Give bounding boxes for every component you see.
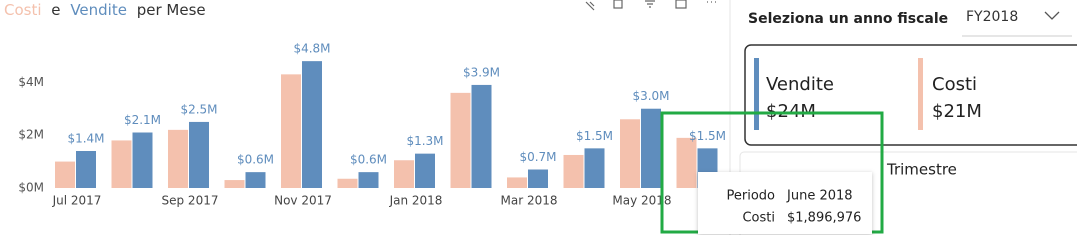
bar — [415, 153, 435, 188]
bar — [302, 61, 322, 189]
visual-header-icons — [585, 0, 716, 11]
title-vendite: Vendite — [70, 1, 127, 19]
kpi-accent — [754, 58, 759, 130]
data-label: $3.0M — [632, 89, 669, 103]
bar — [358, 172, 379, 188]
title-word: per Mese — [137, 1, 206, 19]
filter-icon[interactable] — [645, 0, 655, 8]
bar — [471, 84, 492, 188]
data-label: $0.6M — [237, 153, 274, 167]
tooltip-value: $1,896,976 — [787, 211, 861, 226]
data-label: $2.1M — [124, 113, 161, 127]
tooltip — [698, 172, 872, 234]
data-label: $4.8M — [293, 42, 330, 56]
kpi-title: Vendite — [766, 74, 834, 95]
bar — [620, 119, 640, 188]
data-label: $2.5M — [180, 102, 217, 116]
filter-label[interactable]: Trimestre — [886, 161, 957, 179]
data-label: $1.5M — [576, 129, 613, 143]
bar — [641, 108, 661, 188]
kpi-value: $21M — [932, 101, 982, 122]
bar — [337, 178, 358, 188]
chart-title: Costi e Vendite per Mese — [4, 1, 206, 19]
title-costi: Costi — [4, 1, 42, 19]
bar — [132, 132, 153, 188]
y-tick-label: $4M — [18, 75, 44, 89]
bar — [563, 154, 584, 188]
dashboard: Costi e Vendite per Mese $0M $2M $4M Jul 20… — [4, 0, 1077, 240]
bar — [584, 148, 605, 188]
data-label: $1.3M — [406, 134, 443, 148]
data-label: $0.7M — [519, 150, 556, 164]
bar — [189, 121, 209, 188]
kpi-accent — [918, 58, 923, 130]
bar — [507, 177, 527, 188]
x-tick-label: May 2018 — [612, 194, 671, 208]
dropdown-chevron[interactable] — [1044, 11, 1060, 20]
x-tick-label: Jul 2017 — [52, 194, 102, 208]
bar — [76, 151, 96, 188]
data-label: $0.6M — [350, 153, 387, 167]
plot: $0M $2M $4M Jul 2017 $1.4M $2.1M Sep 2017 $2.5M… — [18, 42, 726, 208]
x-tick-label: Jan 2018 — [389, 194, 443, 208]
bar — [281, 74, 301, 188]
y-tick-label: $2M — [18, 128, 44, 142]
pin-icon[interactable] — [585, 1, 595, 11]
bar — [676, 137, 697, 188]
slicer-value[interactable]: FY2018 — [966, 9, 1018, 25]
x-tick-label: Nov 2017 — [274, 194, 332, 208]
bar — [111, 140, 132, 188]
data-label: $1.5M — [689, 129, 726, 143]
data-label: $3.9M — [463, 65, 500, 79]
x-tick-label: Sep 2017 — [162, 194, 219, 208]
bar — [528, 169, 548, 188]
copy-icon[interactable] — [613, 0, 623, 9]
bar — [224, 180, 245, 188]
tooltip-key: Periodo — [727, 189, 776, 204]
tooltip-value: June 2018 — [786, 189, 853, 204]
kpi-card — [744, 44, 1077, 146]
y-tick-label: $0M — [18, 181, 44, 195]
focus-icon[interactable] — [675, 0, 687, 9]
bar — [55, 161, 75, 188]
bar — [450, 92, 471, 188]
x-tick-label: Mar 2018 — [501, 194, 558, 208]
slicer-label: Seleziona un anno fiscale — [748, 11, 948, 27]
kpi-title: Costi — [932, 74, 977, 95]
bar — [394, 160, 414, 188]
title-word: e — [51, 1, 60, 19]
bar — [168, 129, 188, 188]
data-label: $1.4M — [67, 132, 104, 146]
bar — [245, 172, 266, 188]
tooltip-key: Costi — [742, 211, 775, 226]
